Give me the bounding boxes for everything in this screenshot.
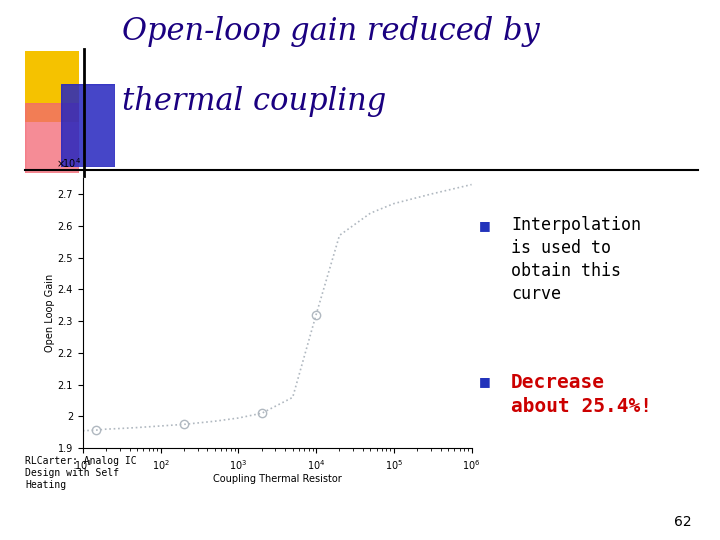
Text: ■: ■: [479, 219, 490, 232]
Y-axis label: Open Loop Gain: Open Loop Gain: [45, 274, 55, 352]
Text: $\times\!10^4$: $\times\!10^4$: [55, 156, 81, 170]
X-axis label: Coupling Thermal Resistor: Coupling Thermal Resistor: [213, 475, 341, 484]
Text: Decrease
about 25.4%!: Decrease about 25.4%!: [511, 373, 652, 416]
Text: RLCarter: Analog IC
Design with Self
Heating: RLCarter: Analog IC Design with Self Hea…: [25, 456, 137, 489]
Text: thermal coupling: thermal coupling: [122, 86, 387, 117]
Text: ■: ■: [479, 375, 490, 388]
Text: Interpolation
is used to
obtain this
curve: Interpolation is used to obtain this cur…: [511, 216, 642, 303]
Text: 62: 62: [674, 515, 691, 529]
Text: Open-loop gain reduced by: Open-loop gain reduced by: [122, 16, 540, 47]
